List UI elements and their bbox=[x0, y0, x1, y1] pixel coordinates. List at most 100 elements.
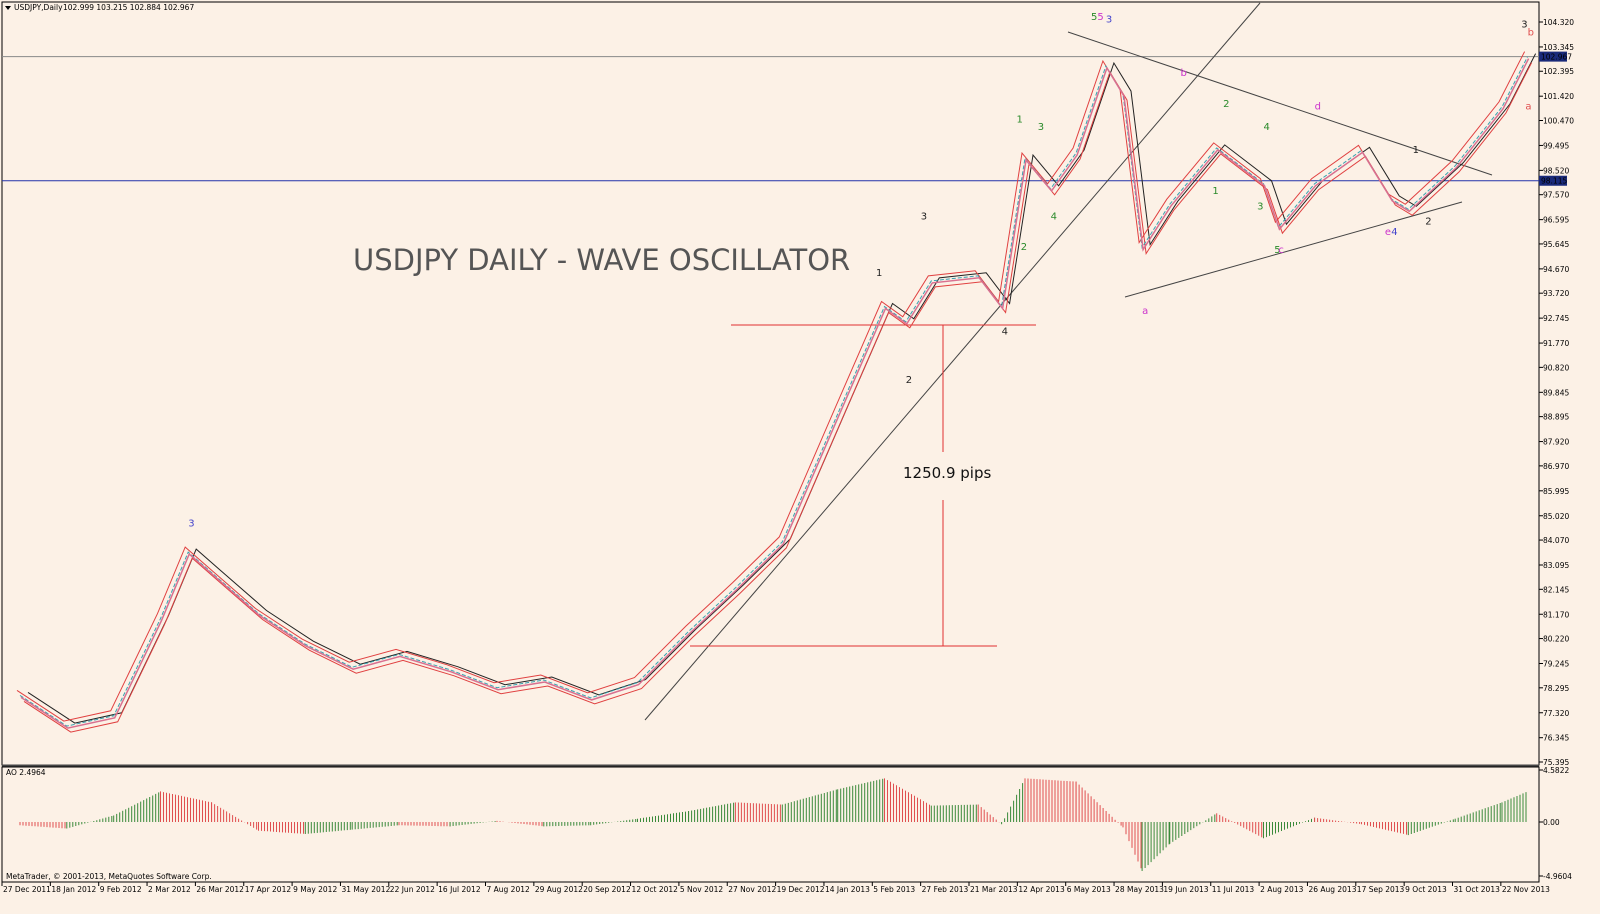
wave-label: 2 bbox=[1425, 217, 1431, 228]
ohlc-values: 102.999 103.215 102.884 102.967 bbox=[63, 3, 194, 12]
wave-label: 2 bbox=[1223, 99, 1229, 110]
ma-line-red-lower bbox=[23, 62, 1533, 733]
date-tick-label: 16 Jul 2012 bbox=[438, 885, 481, 894]
date-tick-label: 9 Oct 2013 bbox=[1405, 885, 1447, 894]
date-tick-label: 5 Nov 2012 bbox=[680, 885, 723, 894]
price-tick-label: 103.345 bbox=[1543, 43, 1574, 52]
date-tick-label: 22 Jun 2012 bbox=[390, 885, 435, 894]
wave-label: d bbox=[1315, 102, 1321, 113]
price-tick-label: 88.895 bbox=[1543, 413, 1569, 422]
symbol-label: USDJPY,Daily bbox=[14, 3, 63, 12]
date-tick-label: 20 Sep 2012 bbox=[583, 885, 631, 894]
ao-tick-label: -4.9604 bbox=[1543, 872, 1572, 881]
ma-line-red-upper bbox=[16, 51, 1526, 722]
price-tick-label: 92.745 bbox=[1543, 314, 1569, 323]
price-tick-label: 101.420 bbox=[1543, 92, 1574, 101]
wave-label: b bbox=[1181, 68, 1187, 79]
triangle-upper-line bbox=[1067, 31, 1493, 176]
date-tick-label: 31 Oct 2013 bbox=[1454, 885, 1501, 894]
date-tick-label: 31 May 2012 bbox=[341, 885, 390, 894]
wave-label: a bbox=[1142, 306, 1148, 317]
ao-tick-label: 0.00 bbox=[1543, 818, 1560, 827]
price-series-layer bbox=[16, 51, 1537, 733]
date-tick-label: 2 Aug 2013 bbox=[1260, 885, 1303, 894]
price-tick-label: 89.845 bbox=[1543, 388, 1569, 397]
wave-label: 1 bbox=[1017, 114, 1023, 125]
price-tick-label: 82.145 bbox=[1543, 585, 1569, 594]
level-price-badge bbox=[1539, 175, 1567, 186]
price-tick-label: 99.495 bbox=[1543, 141, 1569, 150]
price-tick-label: 90.820 bbox=[1543, 363, 1569, 372]
wave-label: 3 bbox=[1257, 201, 1263, 212]
price-tick-label: 102.395 bbox=[1543, 67, 1574, 76]
date-tick-label: 9 May 2012 bbox=[293, 885, 337, 894]
date-tick-label: 27 Feb 2013 bbox=[922, 885, 969, 894]
triangle-lower-line bbox=[1124, 201, 1463, 298]
pips-annotation: 1250.9 pips bbox=[903, 464, 991, 482]
wave-label: 1 bbox=[1413, 145, 1419, 156]
price-line bbox=[20, 58, 1530, 729]
price-tick-label: 76.345 bbox=[1543, 734, 1569, 743]
wave-label: 3 bbox=[1106, 15, 1112, 26]
wave-label: 4 bbox=[1051, 212, 1057, 223]
date-axis: 27 Dec 2011 18 Jan 2012 9 Feb 2012 2 Mar 20… bbox=[1, 882, 1550, 894]
wave-label: 1 bbox=[1212, 186, 1218, 197]
main-panel-frame bbox=[1, 1, 1540, 766]
date-tick-label: 17 Apr 2012 bbox=[245, 885, 292, 894]
wave-label: 3 bbox=[1038, 122, 1044, 133]
grid-layer: 102.967 98.115 bbox=[2, 51, 1572, 186]
date-tick-label: 6 May 2013 bbox=[1067, 885, 1111, 894]
date-tick-label: 27 Nov 2012 bbox=[728, 885, 776, 894]
wave-label: 5 bbox=[1091, 12, 1097, 23]
price-tick-label: 104.320 bbox=[1543, 18, 1574, 27]
ao-panel-frame bbox=[1, 766, 1540, 883]
price-tick-label: 84.070 bbox=[1543, 536, 1569, 545]
ao-axis: 4.5822 0.00 -4.9604 bbox=[1539, 766, 1572, 881]
date-tick-label: 27 Dec 2011 bbox=[3, 885, 51, 894]
date-tick-label: 28 May 2013 bbox=[1115, 885, 1164, 894]
trendline-support bbox=[644, 2, 1261, 721]
wave-label: c bbox=[1278, 245, 1284, 256]
current-price-badge bbox=[1539, 51, 1567, 62]
date-tick-label: 9 Feb 2012 bbox=[100, 885, 142, 894]
price-tick-label: 86.970 bbox=[1543, 462, 1569, 471]
wave-label: a bbox=[1525, 102, 1531, 113]
wave-label: 5 bbox=[1274, 245, 1280, 256]
date-tick-label: 12 Oct 2012 bbox=[632, 885, 679, 894]
wave-label: 1 bbox=[876, 268, 882, 279]
wave-label: e bbox=[1385, 227, 1391, 238]
price-tick-label: 85.995 bbox=[1543, 487, 1569, 496]
wave-label: 3 bbox=[921, 212, 927, 223]
price-axis: 104.320 103.345 102.395 101.420 100.470 99.49… bbox=[1539, 18, 1574, 767]
wave-label: 3 bbox=[188, 519, 194, 530]
ma-line-cyan bbox=[19, 56, 1529, 727]
wave-label: 4 bbox=[1391, 227, 1397, 238]
date-tick-label: 7 Aug 2012 bbox=[487, 885, 530, 894]
price-tick-label: 83.095 bbox=[1543, 561, 1569, 570]
price-tick-label: 80.220 bbox=[1543, 635, 1569, 644]
price-tick-label: 85.020 bbox=[1543, 512, 1569, 521]
wave-label: 5 bbox=[1097, 12, 1103, 23]
date-tick-label: 26 Aug 2013 bbox=[1308, 885, 1356, 894]
date-tick-label: 29 Aug 2012 bbox=[535, 885, 583, 894]
ma-line-black bbox=[27, 53, 1537, 724]
price-tick-label: 87.920 bbox=[1543, 438, 1569, 447]
price-tick-label: 94.670 bbox=[1543, 265, 1569, 274]
date-tick-label: 5 Feb 2013 bbox=[873, 885, 915, 894]
price-tick-label: 81.170 bbox=[1543, 610, 1569, 619]
ao-tick-label: 4.5822 bbox=[1543, 766, 1569, 775]
price-tick-label: 93.720 bbox=[1543, 289, 1569, 298]
price-tick-label: 100.470 bbox=[1543, 116, 1574, 125]
wave-label: 4 bbox=[1264, 122, 1270, 133]
date-tick-label: 14 Jan 2013 bbox=[825, 885, 870, 894]
ao-label: AO 2.4964 bbox=[6, 768, 46, 777]
collapse-icon[interactable] bbox=[5, 6, 11, 10]
wave-label: 2 bbox=[906, 375, 912, 386]
ao-histogram-layer bbox=[19, 778, 1527, 871]
current-price-label: 102.967 bbox=[1541, 53, 1572, 62]
date-tick-label: 21 Mar 2013 bbox=[970, 885, 1018, 894]
date-tick-label: 22 Nov 2013 bbox=[1502, 885, 1550, 894]
date-tick-label: 18 Jan 2012 bbox=[51, 885, 96, 894]
